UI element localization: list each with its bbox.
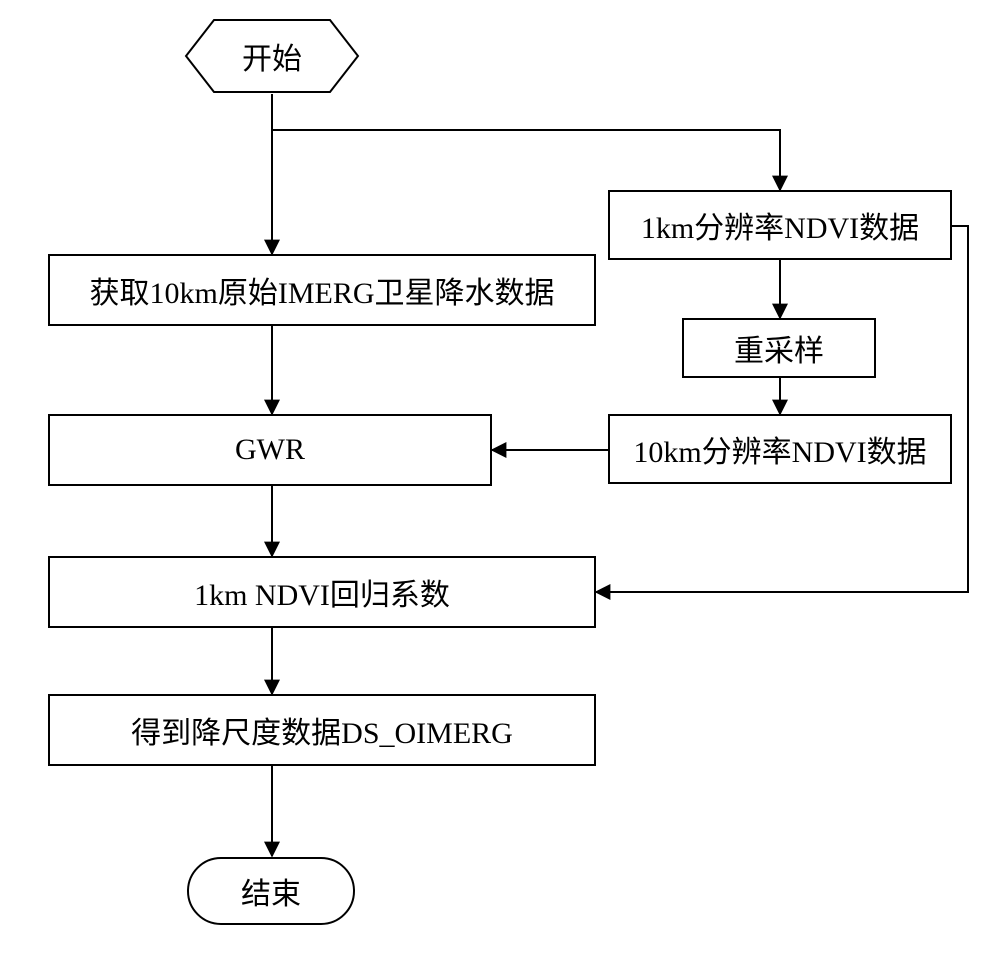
node-gwr: GWR [48, 414, 492, 486]
node-resample: 重采样 [682, 318, 876, 378]
end-node: 结束 [186, 856, 356, 926]
node-result: 得到降尺度数据DS_OIMERG [48, 694, 596, 766]
node-ndvi-10km: 10km分辨率NDVI数据 [608, 414, 952, 484]
edge-ndvi1-coeff [596, 226, 968, 592]
edge-start-ndvi1 [272, 130, 780, 190]
start-label: 开始 [184, 18, 360, 94]
node-coeff: 1km NDVI回归系数 [48, 556, 596, 628]
node-ndvi-1km: 1km分辨率NDVI数据 [608, 190, 952, 260]
end-label: 结束 [186, 856, 356, 926]
flowchart-canvas: 开始 获取10km原始IMERG卫星降水数据 GWR 1km NDVI回归系数 … [0, 0, 1000, 953]
start-node: 开始 [184, 18, 360, 94]
node-imerg: 获取10km原始IMERG卫星降水数据 [48, 254, 596, 326]
